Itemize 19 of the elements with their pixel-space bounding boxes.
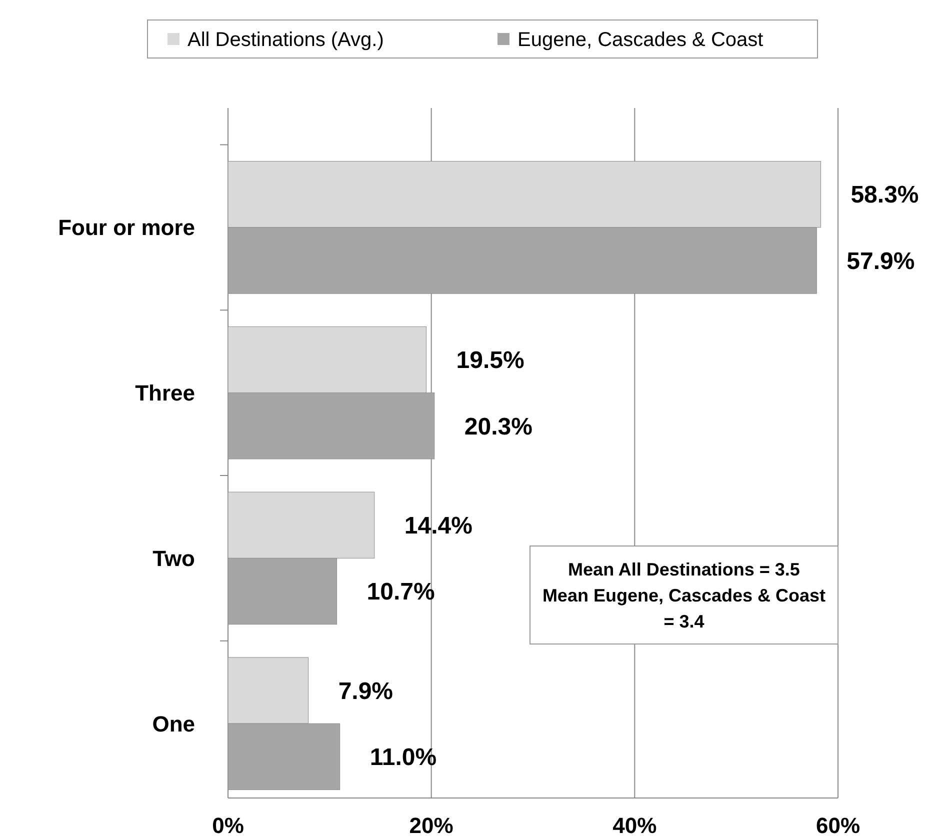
data-label: 7.9% [338, 678, 394, 705]
data-label: 11.0% [370, 744, 437, 772]
x-tick-label: 20% [409, 813, 454, 838]
annotation: Mean All Destinations = 3.5 Mean Eugene, Cascades & Coast = 3.4 [542, 559, 826, 632]
data-label: 14.4% [404, 512, 472, 540]
legend-label: All Destinations (Avg.) [188, 29, 384, 51]
x-tick-label: 60% [816, 813, 860, 838]
y-tick-label: Four or more [58, 215, 195, 240]
x-tick-label: 0% [212, 813, 244, 838]
legend-label: Eugene, Cascades & Coast [518, 29, 764, 51]
x-tick-label: 40% [612, 813, 657, 838]
data-label: 20.3% [464, 413, 532, 440]
y-tick-label: Two [152, 546, 195, 571]
data-label: 57.9% [846, 248, 915, 275]
data-label: 58.3% [850, 182, 919, 209]
y-tick-label: Three [135, 380, 195, 406]
y-tick-label: One [152, 711, 195, 736]
data-label: 10.7% [366, 578, 435, 606]
data-label: 19.5% [456, 347, 524, 374]
